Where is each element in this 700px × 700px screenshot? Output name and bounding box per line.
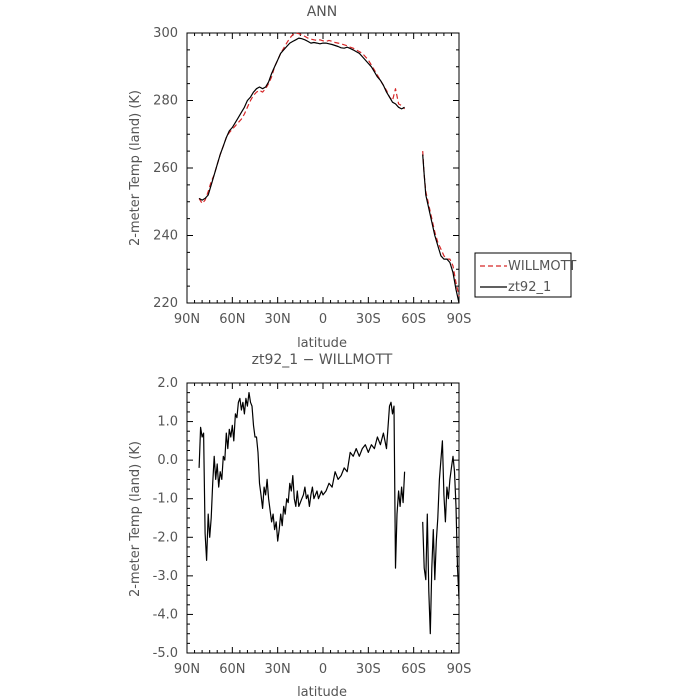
y-tick-label: -2.0 — [153, 530, 178, 545]
y-tick-label: 260 — [153, 161, 178, 176]
x-tick-label: 30N — [265, 312, 291, 327]
y-tick-label: -3.0 — [153, 569, 178, 584]
plot-frame — [186, 32, 460, 304]
x-axis-label: latitude — [297, 336, 347, 351]
series-line-difference — [422, 440, 460, 635]
series-line-difference — [198, 392, 406, 569]
y-tick-label: 2.0 — [157, 376, 178, 391]
series-line-zt92-1 — [422, 154, 460, 304]
y-tick-label: 240 — [153, 229, 178, 244]
x-axis-label: latitude — [297, 685, 347, 700]
plot-area: 90N 60N 30N 0 30S 60S 90S 2.0 1.0 0.0 -1.0 -2.0 -3.0… — [153, 376, 472, 677]
x-tick-label: 90S — [447, 662, 472, 677]
plot-frame — [186, 382, 460, 654]
series-line-willmott — [198, 32, 406, 204]
y-tick-label: 1.0 — [157, 415, 178, 430]
y-tick-label: 280 — [153, 94, 178, 109]
x-tick-label: 60S — [401, 312, 426, 327]
legend-label-zt92-1: zt92_1 — [508, 280, 551, 295]
x-tick-label: 0 — [319, 312, 327, 327]
x-tick-label: 0 — [319, 662, 327, 677]
legend-box — [474, 252, 572, 298]
y-axis-label: 2-meter Temp (land) (K) — [128, 90, 143, 246]
top-chart-panel: ANN latitude 2-meter Temp (land) (K) 90N… — [128, 4, 471, 351]
x-tick-label: 60N — [219, 312, 245, 327]
y-tick-label: 300 — [153, 26, 178, 41]
x-tick-label: 90N — [174, 312, 200, 327]
plot-area: 90N 60N 30N 0 30S 60S 90S 220 240 260 280 300 — [153, 26, 471, 327]
series-line-zt92-1 — [198, 37, 405, 201]
y-tick-label: -4.0 — [153, 607, 178, 622]
chart-title: zt92_1 − WILLMOTT — [252, 352, 393, 368]
y-axis-label: 2-meter Temp (land) (K) — [128, 441, 143, 597]
x-tick-label: 30S — [356, 312, 381, 327]
y-tick-label: -1.0 — [153, 492, 178, 507]
x-tick-label: 90N — [174, 662, 200, 677]
x-tick-label: 30N — [265, 662, 291, 677]
legend-label-willmott: WILLMOTT — [508, 259, 576, 274]
y-tick-label: 0.0 — [157, 453, 178, 468]
y-tick-label: 220 — [153, 296, 178, 311]
x-tick-label: 60N — [219, 662, 245, 677]
y-tick-label: -5.0 — [153, 646, 178, 661]
bottom-chart-panel: zt92_1 − WILLMOTT latitude 2-meter Temp … — [128, 352, 471, 700]
x-tick-label: 30S — [356, 662, 381, 677]
x-tick-label: 60S — [401, 662, 426, 677]
chart-title: ANN — [307, 4, 338, 20]
legend: WILLMOTT zt92_1 — [474, 252, 576, 298]
x-tick-label: 90S — [447, 312, 472, 327]
